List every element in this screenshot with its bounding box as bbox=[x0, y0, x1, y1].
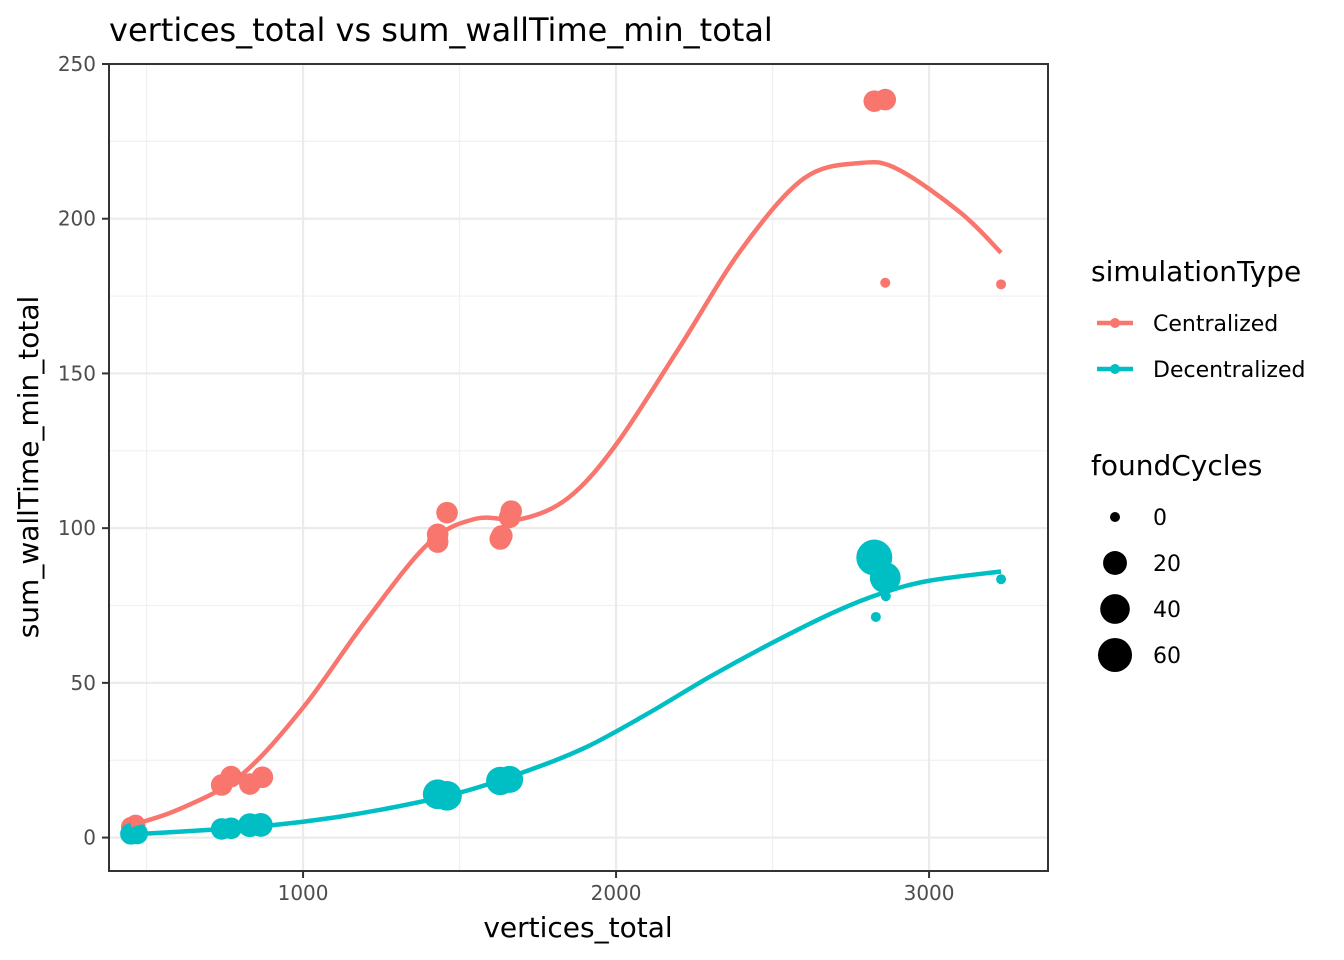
centralized-point bbox=[251, 766, 274, 789]
centralized-point bbox=[880, 277, 891, 288]
data-series bbox=[120, 88, 1007, 845]
x-tick-label: 1000 bbox=[278, 881, 329, 905]
x-tick-label: 3000 bbox=[904, 881, 955, 905]
y-axis-title: sum_wallTime_min_total bbox=[12, 296, 45, 639]
x-tick-label: 2000 bbox=[591, 881, 642, 905]
x-axis-title: vertices_total bbox=[483, 911, 672, 944]
centralized-legend-label: Centralized bbox=[1153, 312, 1278, 337]
axes: 1000 2000 3000 0 50 100 150 200 250 bbox=[58, 52, 955, 905]
centralized-smooth-line bbox=[130, 159, 1003, 828]
centralized-point bbox=[220, 765, 242, 788]
centralized-point bbox=[874, 88, 897, 111]
color-legend-entries: Centralized Decentralized bbox=[1097, 312, 1305, 383]
centralized-legend-point bbox=[1110, 318, 1120, 328]
size-legend-dot bbox=[1100, 594, 1130, 624]
decentralized-legend-point bbox=[1110, 364, 1120, 374]
centralized-point bbox=[436, 501, 458, 524]
plot-border bbox=[108, 63, 1049, 872]
centralized-point bbox=[500, 500, 523, 522]
centralized-point bbox=[996, 279, 1007, 290]
decentralized-point bbox=[869, 562, 901, 594]
color-legend-title: simulationType bbox=[1091, 255, 1301, 288]
size-legend-dot bbox=[1097, 637, 1133, 673]
size-legend-label: 60 bbox=[1153, 644, 1181, 669]
y-tick-label: 150 bbox=[58, 361, 96, 385]
y-tick-label: 0 bbox=[83, 826, 96, 850]
size-legend-dot bbox=[1103, 551, 1127, 575]
legend: simulationType CentralizedDecentralized … bbox=[1091, 255, 1305, 673]
y-tick-label: 100 bbox=[58, 516, 96, 540]
decentralized-point bbox=[996, 574, 1007, 585]
decentralized-legend-label: Decentralized bbox=[1153, 358, 1305, 383]
size-legend-label: 40 bbox=[1153, 598, 1181, 623]
size-legend-label: 20 bbox=[1153, 552, 1181, 577]
size-legend-dot bbox=[1110, 512, 1120, 522]
y-tick-label: 50 bbox=[71, 671, 96, 695]
decentralized-point bbox=[870, 611, 881, 622]
decentralized-smooth-line bbox=[130, 569, 1002, 837]
chart-title: vertices_total vs sum_wallTime_min_total bbox=[109, 11, 773, 49]
y-tick-label: 250 bbox=[58, 52, 96, 76]
size-legend-label: 0 bbox=[1153, 506, 1167, 531]
size-legend-entries: 0 20 40 60 bbox=[1097, 506, 1181, 673]
size-legend-title: foundCycles bbox=[1091, 449, 1262, 482]
y-tick-label: 200 bbox=[58, 207, 96, 231]
centralized-point bbox=[491, 525, 513, 547]
plot-panel bbox=[109, 62, 1048, 871]
